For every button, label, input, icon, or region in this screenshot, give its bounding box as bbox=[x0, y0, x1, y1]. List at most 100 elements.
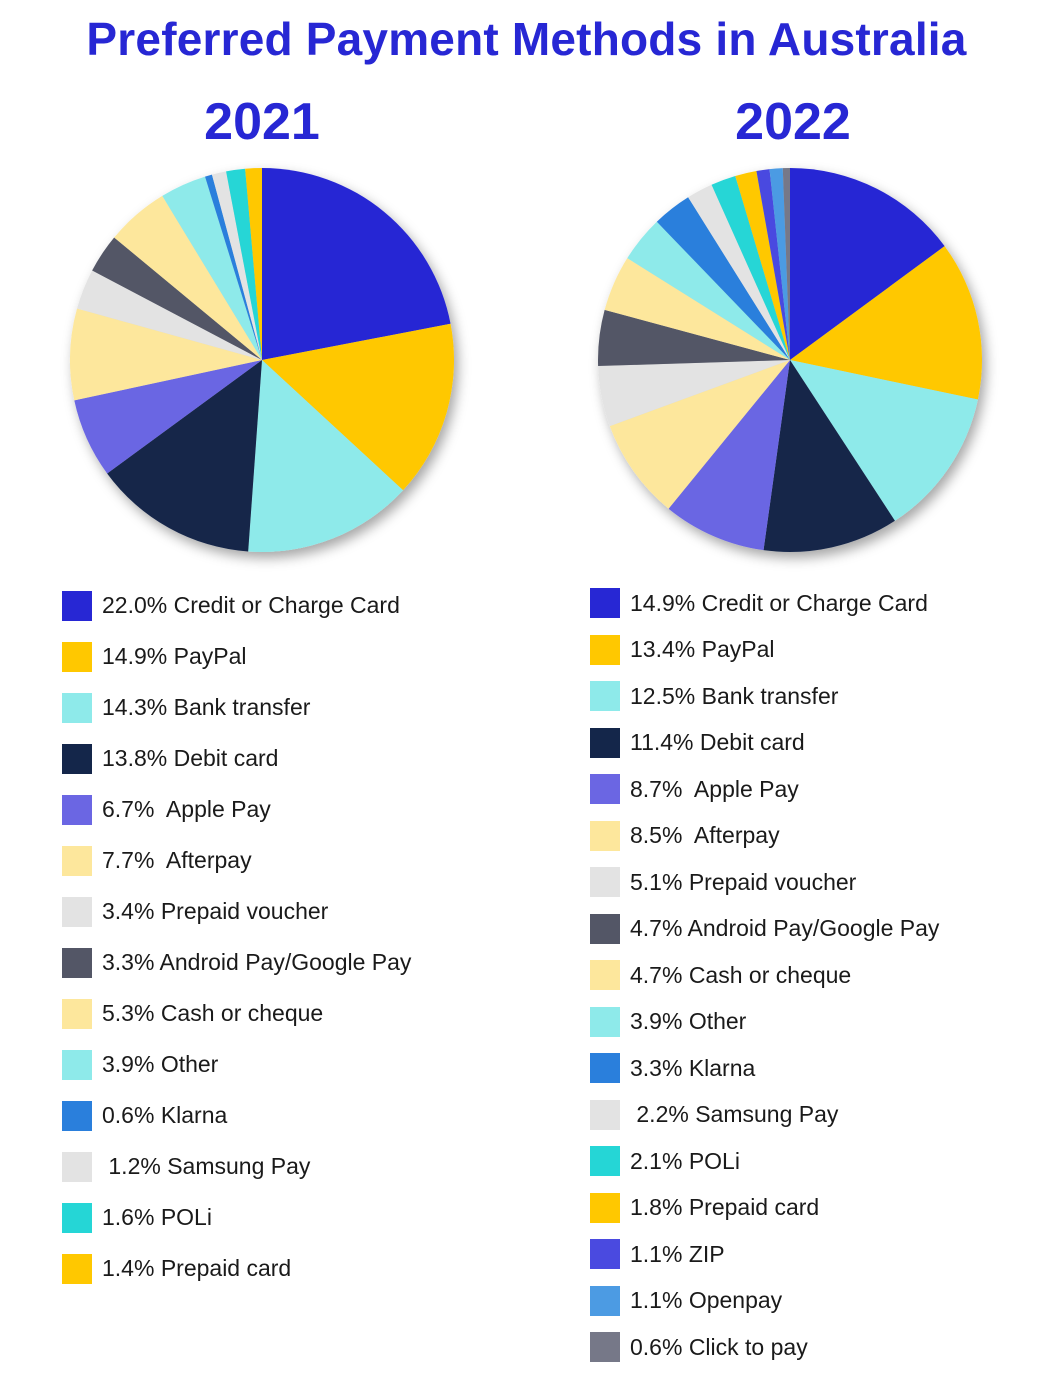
pie-slice-2022-prepaid-card bbox=[735, 170, 790, 360]
legend-swatch bbox=[590, 1239, 620, 1270]
legend-swatch bbox=[62, 1202, 92, 1233]
legend-label: 1.4% Prepaid card bbox=[102, 1255, 292, 1281]
legend-label: 5.3% Cash or cheque bbox=[102, 1000, 324, 1026]
legend-swatch bbox=[62, 743, 92, 774]
legend-item-2022-prepaid-card: 1.8% Prepaid card bbox=[590, 1185, 939, 1232]
pie-slice-2021-prepaid-voucher bbox=[77, 270, 262, 360]
legend-item-2022-android-pay-google-pay: 4.7% Android Pay/Google Pay bbox=[590, 906, 939, 953]
legend-swatch bbox=[590, 820, 620, 851]
legend-label: 13.4% PayPal bbox=[630, 636, 775, 663]
legend-item-2021-samsung-pay: 1.2% Samsung Pay bbox=[62, 1141, 411, 1192]
legend-swatch bbox=[62, 896, 92, 927]
legend-item-2021-poli: 1.6% POLi bbox=[62, 1192, 411, 1243]
legend-label: 14.9% Credit or Charge Card bbox=[630, 589, 928, 616]
legend-label: 2.2% Samsung Pay bbox=[630, 1101, 839, 1128]
legend-item-2022-cash-or-cheque: 4.7% Cash or cheque bbox=[590, 952, 939, 999]
legend-item-2022-paypal: 13.4% PayPal bbox=[590, 627, 939, 674]
legend-swatch bbox=[590, 1099, 620, 1130]
legend-swatch bbox=[62, 998, 92, 1029]
legend-label: 3.3% Klarna bbox=[630, 1054, 756, 1081]
legend-item-2022-prepaid-voucher: 5.1% Prepaid voucher bbox=[590, 859, 939, 906]
legend-swatch bbox=[590, 1053, 620, 1084]
legend-item-2022-click-to-pay: 0.6% Click to pay bbox=[590, 1324, 939, 1371]
pie-slice-2022-bank-transfer bbox=[790, 360, 978, 521]
pie-slice-2021-apple-pay bbox=[74, 360, 262, 474]
legend-2021: 22.0% Credit or Charge Card 14.9% PayPal 1… bbox=[62, 580, 411, 1294]
pie-slice-2021-cash-or-cheque bbox=[114, 195, 262, 360]
legend-swatch bbox=[590, 1332, 620, 1363]
pie-slice-2022-click-to-pay bbox=[782, 168, 790, 360]
pie-slice-2022-prepaid-voucher bbox=[598, 360, 790, 427]
pie-slice-2021-klarna bbox=[205, 174, 262, 360]
legend-swatch bbox=[62, 692, 92, 723]
legend-item-2021-paypal: 14.9% PayPal bbox=[62, 631, 411, 682]
pie-slice-2022-afterpay bbox=[609, 360, 790, 509]
pie-slice-2021-paypal bbox=[262, 323, 455, 491]
legend-swatch bbox=[62, 1151, 92, 1182]
legend-swatch bbox=[62, 1100, 92, 1131]
legend-item-2022-poli: 2.1% POLi bbox=[590, 1138, 939, 1185]
legend-label: 1.8% Prepaid card bbox=[630, 1194, 820, 1221]
pie-chart-2022 bbox=[597, 168, 983, 553]
legend-label: 11.4% Debit card bbox=[630, 729, 805, 756]
pie-slice-2021-android-pay-google-pay bbox=[92, 237, 262, 360]
legend-item-2022-bank-transfer: 12.5% Bank transfer bbox=[590, 673, 939, 720]
legend-item-2021-android-pay-google-pay: 3.3% Android Pay/Google Pay bbox=[62, 937, 411, 988]
pie-slice-2022-apple-pay bbox=[668, 360, 790, 551]
legend-swatch bbox=[590, 634, 620, 665]
legend-item-2021-prepaid-voucher: 3.4% Prepaid voucher bbox=[62, 886, 411, 937]
legend-item-2021-klarna: 0.6% Klarna bbox=[62, 1090, 411, 1141]
legend-swatch bbox=[590, 1146, 620, 1177]
legend-label: 14.9% PayPal bbox=[102, 643, 247, 669]
legend-label: 5.1% Prepaid voucher bbox=[630, 868, 857, 895]
legend-label: 0.6% Click to pay bbox=[630, 1333, 808, 1360]
legend-swatch bbox=[590, 681, 620, 712]
legend-label: 13.8% Debit card bbox=[102, 745, 279, 771]
legend-swatch bbox=[62, 845, 92, 876]
legend-label: 2.1% POLi bbox=[630, 1147, 740, 1174]
pie-slice-2021-afterpay bbox=[69, 308, 263, 401]
legend-label: 4.7% Cash or cheque bbox=[630, 961, 852, 988]
legend-item-2022-klarna: 3.3% Klarna bbox=[590, 1045, 939, 1092]
legend-swatch bbox=[62, 1253, 92, 1284]
legend-label: 14.3% Bank transfer bbox=[102, 694, 311, 720]
pie-slice-2022-cash-or-cheque bbox=[604, 258, 790, 360]
legend-swatch bbox=[590, 913, 620, 944]
legend-label: 1.1% ZIP bbox=[630, 1240, 725, 1267]
pie-slice-2022-debit-card bbox=[763, 360, 895, 553]
legend-label: 1.2% Samsung Pay bbox=[102, 1153, 311, 1179]
legend-item-2021-afterpay: 7.7% Afterpay bbox=[62, 835, 411, 886]
legend-swatch bbox=[590, 867, 620, 898]
pie-title-2022: 2022 bbox=[735, 93, 851, 151]
legend-label: 8.5% Afterpay bbox=[630, 822, 780, 849]
legend-item-2022-other: 3.9% Other bbox=[590, 999, 939, 1046]
legend-swatch bbox=[62, 947, 92, 978]
legend-label: 8.7% Apple Pay bbox=[630, 775, 799, 802]
pie-slice-2022-android-pay-google-pay bbox=[597, 309, 790, 367]
legend-label: 4.7% Android Pay/Google Pay bbox=[630, 915, 940, 942]
pie-slice-2022-paypal bbox=[790, 246, 983, 400]
legend-swatch bbox=[62, 590, 92, 621]
pie-slice-2021-other bbox=[162, 176, 262, 360]
legend-swatch bbox=[590, 1006, 620, 1037]
legend-swatch bbox=[62, 794, 92, 825]
chart-title: Preferred Payment Methods in Australia bbox=[86, 13, 967, 65]
pie-slice-2021-poli bbox=[226, 168, 262, 360]
pie-slice-2022-openpay bbox=[769, 168, 790, 360]
pie-title-2021: 2021 bbox=[204, 93, 320, 151]
pie-slice-2022-samsung-pay bbox=[688, 184, 790, 360]
legend-swatch bbox=[590, 727, 620, 758]
legend-item-2021-bank-transfer: 14.3% Bank transfer bbox=[62, 682, 411, 733]
pie-slice-2022-poli bbox=[711, 175, 790, 360]
legend-item-2021-prepaid-card: 1.4% Prepaid card bbox=[62, 1243, 411, 1294]
legend-item-2021-debit-card: 13.8% Debit card bbox=[62, 733, 411, 784]
legend-item-2021-credit-or-charge-card: 22.0% Credit or Charge Card bbox=[62, 580, 411, 631]
legend-swatch bbox=[590, 588, 620, 619]
pie-slice-2021-prepaid-card bbox=[245, 168, 262, 360]
legend-label: 22.0% Credit or Charge Card bbox=[102, 592, 400, 618]
legend-item-2022-apple-pay: 8.7% Apple Pay bbox=[590, 766, 939, 813]
legend-item-2022-zip: 1.1% ZIP bbox=[590, 1231, 939, 1278]
legend-item-2021-other: 3.9% Other bbox=[62, 1039, 411, 1090]
legend-item-2022-debit-card: 11.4% Debit card bbox=[590, 720, 939, 767]
pie-slice-2022-zip bbox=[756, 169, 790, 360]
